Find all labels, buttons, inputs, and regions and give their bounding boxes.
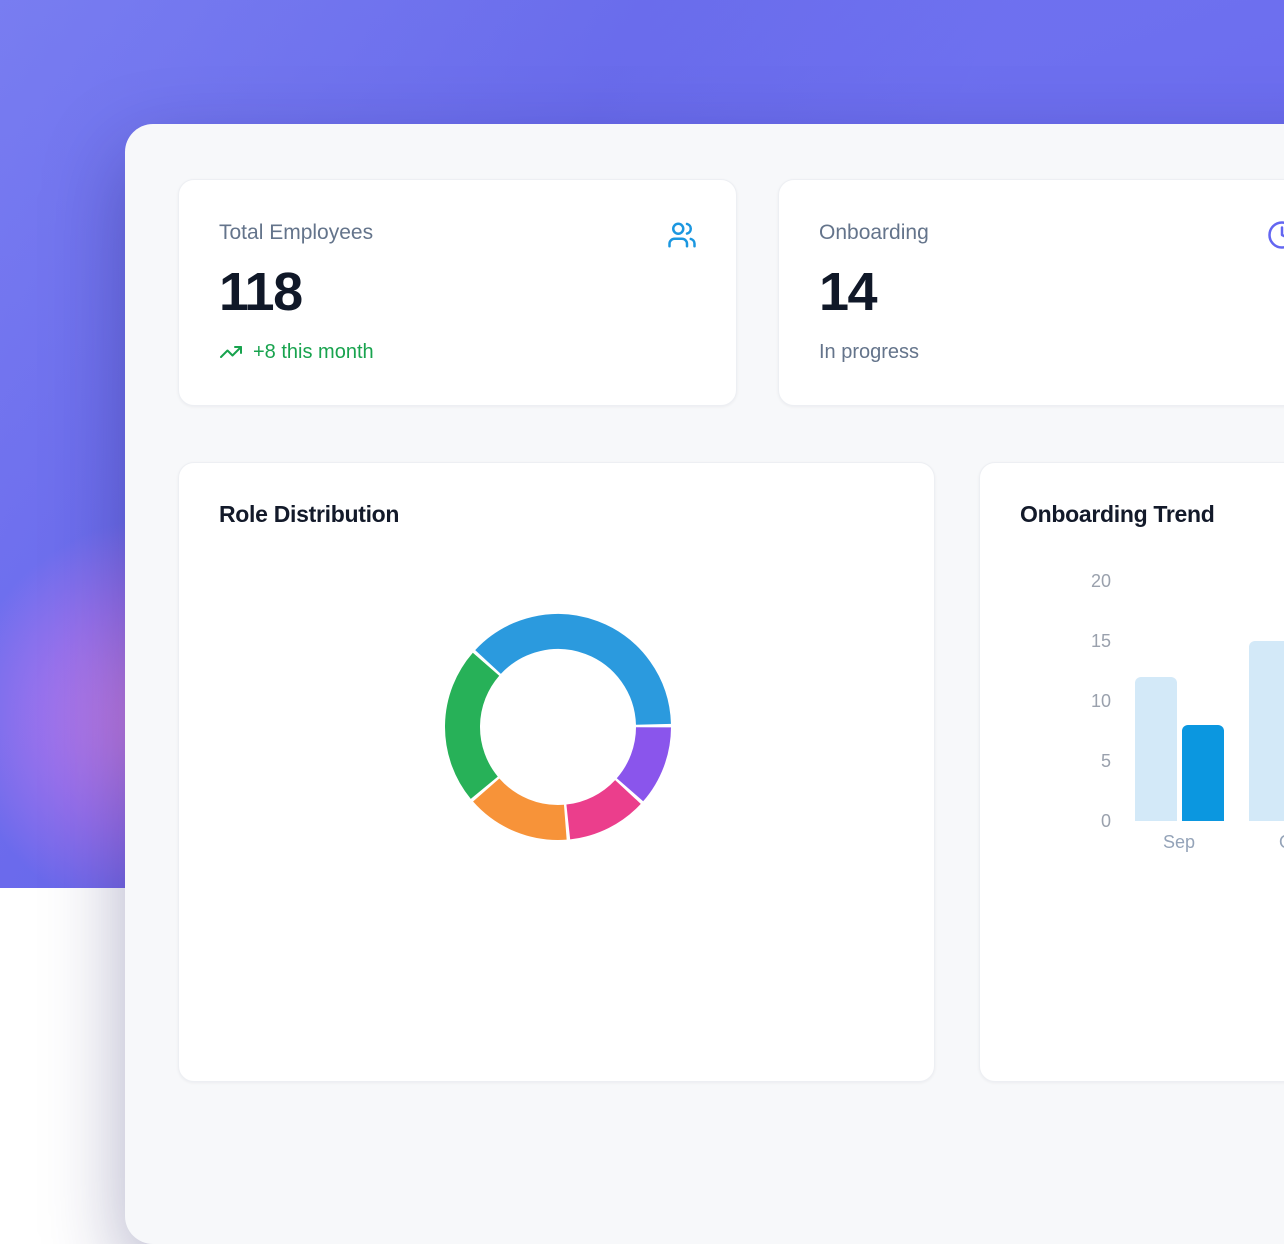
- y-axis-tick: 15: [1051, 630, 1111, 652]
- stat-trend: +8 this month: [219, 338, 374, 366]
- stat-value: 118: [219, 264, 302, 320]
- role-distribution-donut-chart: [438, 607, 678, 847]
- x-axis-label: Oct: [1233, 831, 1284, 853]
- onboarding-trend-bar-chart: 0 5 10 15 20 SepOct: [980, 463, 1284, 1081]
- y-axis-tick: 20: [1051, 570, 1111, 592]
- stat-status: In progress: [819, 338, 919, 366]
- donut-segment-blue: [488, 631, 653, 724]
- chart-title: Role Distribution: [219, 499, 399, 529]
- donut-segment-pink: [568, 792, 628, 822]
- stat-status-label: In progress: [819, 338, 919, 366]
- y-axis-tick: 10: [1051, 690, 1111, 712]
- stat-label: Total Employees: [219, 220, 373, 246]
- donut-segment-orange: [486, 790, 565, 823]
- bar-sep-dark-blue-series: [1182, 725, 1224, 821]
- users-icon: [667, 220, 697, 250]
- donut-segment-green: [462, 664, 486, 787]
- bar-sep-light-blue-series: [1135, 677, 1177, 821]
- donut-segment-purple: [630, 727, 654, 789]
- role-distribution-card: Role Distribution: [178, 462, 935, 1082]
- stat-value: 14: [819, 264, 876, 320]
- stat-card-total-employees: Total Employees 118 +8 this month: [178, 179, 737, 406]
- y-axis-tick: 5: [1051, 750, 1111, 772]
- stat-card-onboarding: Onboarding 14 In progress: [778, 179, 1284, 406]
- dashboard-panel: Total Employees 118 +8 this month Onboar…: [125, 124, 1284, 1244]
- bar-oct-light-blue-series: [1249, 641, 1284, 821]
- stat-label: Onboarding: [819, 220, 929, 246]
- y-axis-tick: 0: [1051, 810, 1111, 832]
- stat-trend-label: +8 this month: [253, 338, 374, 366]
- clock-icon: [1267, 220, 1284, 250]
- x-axis-label: Sep: [1119, 831, 1239, 853]
- onboarding-trend-card: Onboarding Trend 05101520SepOct: [979, 462, 1284, 1082]
- trending-up-icon: [219, 340, 243, 364]
